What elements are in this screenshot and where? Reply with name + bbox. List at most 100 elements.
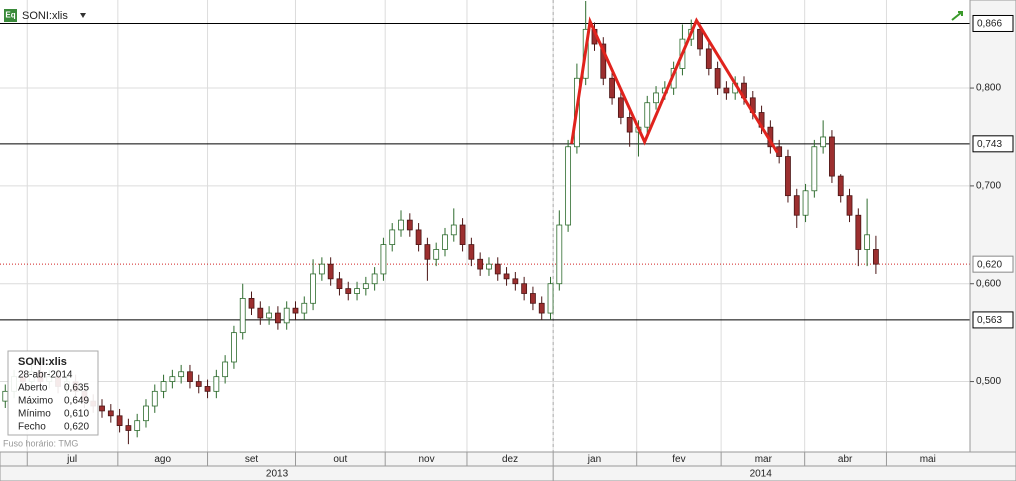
candle-body — [530, 293, 536, 304]
info-label: Fecho — [18, 422, 46, 433]
symbol-name[interactable]: SONI:xlis — [22, 10, 68, 22]
info-value: 0,610 — [64, 409, 89, 420]
candle-body — [301, 302, 308, 314]
candle-body — [178, 371, 185, 378]
candle-body — [785, 156, 791, 197]
candle-body — [380, 244, 387, 275]
candle-body — [424, 244, 431, 260]
candle-body — [459, 224, 466, 245]
candle-body — [626, 117, 633, 133]
candle-body — [864, 234, 871, 250]
symbol-icon-text: Eq — [5, 11, 15, 20]
candle-body — [371, 273, 378, 285]
candle-body — [503, 273, 510, 280]
candle-body — [653, 92, 659, 104]
candle-body — [547, 283, 554, 314]
candle-body — [793, 195, 800, 216]
candle-body — [2, 390, 9, 402]
candle-body — [266, 312, 273, 319]
candle-body — [362, 283, 369, 290]
price-tag — [972, 255, 1014, 273]
info-title: SONI:xlis — [18, 356, 67, 368]
price-tag-label: 0,743 — [977, 139, 1002, 150]
candle-body — [257, 307, 264, 319]
candle-body — [345, 288, 352, 294]
candle-body — [204, 386, 211, 392]
candle-body — [521, 283, 528, 294]
candle-body — [644, 102, 651, 128]
candle-body — [433, 249, 440, 260]
candle-body — [169, 376, 176, 382]
y-tick-label: 0,800 — [976, 83, 1001, 94]
candle-body — [846, 195, 853, 216]
info-label: Mínimo — [18, 409, 51, 420]
candle-body — [538, 302, 545, 314]
month-label: jul — [66, 454, 77, 465]
plot — [0, 0, 970, 452]
candle-body — [705, 48, 712, 69]
info-label: Aberto — [18, 383, 48, 394]
candle-body — [450, 224, 457, 236]
candle-body — [151, 390, 158, 407]
candle-body — [697, 28, 703, 50]
candle-body — [125, 425, 132, 431]
month-label: mar — [755, 454, 773, 465]
candle-body — [820, 136, 827, 148]
y-tick-label: 0,500 — [976, 376, 1001, 387]
price-tag — [972, 311, 1014, 329]
candle-body — [239, 297, 246, 334]
month-label: set — [245, 454, 259, 465]
candle-body — [415, 229, 422, 245]
y-tick-label: 0,700 — [976, 181, 1001, 192]
month-label: fev — [672, 454, 685, 465]
candle-body — [486, 263, 492, 270]
candle-body — [160, 381, 167, 392]
candle-body — [829, 136, 835, 177]
candle-body — [99, 405, 105, 412]
candle-body — [283, 307, 290, 324]
candle-body — [318, 263, 325, 275]
year-label: 2013 — [266, 469, 289, 480]
candle-body — [802, 190, 809, 216]
candle-body — [609, 77, 615, 99]
candle-body — [494, 263, 501, 275]
candle-body — [873, 249, 879, 265]
candle-body — [565, 146, 572, 226]
info-value: 0,620 — [64, 422, 89, 433]
timezone-note: Fuso horário: TMG — [3, 438, 78, 448]
price-tag-label: 0,620 — [977, 259, 1002, 270]
month-label: ago — [154, 454, 171, 465]
month-label: nov — [418, 454, 434, 465]
candle-body — [600, 43, 607, 79]
price-tag-label: 0,866 — [977, 19, 1002, 30]
price-tag-label: 0,563 — [977, 315, 1002, 326]
candle-body — [442, 234, 448, 250]
month-label: dez — [502, 454, 518, 465]
candle-body — [468, 244, 475, 260]
candle-body — [248, 297, 255, 309]
trend-icon — [951, 11, 963, 21]
candle-body — [512, 278, 519, 285]
candle-body — [310, 273, 316, 304]
candle-body — [406, 219, 413, 231]
candle-body — [222, 361, 229, 378]
candle-body — [274, 312, 281, 324]
year-label: 2014 — [750, 469, 773, 480]
price-tag — [972, 14, 1014, 32]
pattern-line — [570, 16, 779, 154]
info-box — [7, 350, 99, 436]
y-tick-label: 0,600 — [976, 278, 1001, 289]
info-value: 0,649 — [64, 396, 89, 407]
candle-body — [336, 278, 343, 290]
symbol-dropdown[interactable] — [80, 13, 86, 18]
candle-body — [187, 371, 193, 382]
candle-body — [134, 420, 141, 431]
candle-body — [617, 97, 624, 118]
month-label: out — [333, 454, 347, 465]
candle-body — [213, 376, 220, 392]
candle-body — [143, 405, 149, 422]
symbol-icon[interactable] — [4, 9, 17, 22]
candle-body — [556, 224, 563, 285]
